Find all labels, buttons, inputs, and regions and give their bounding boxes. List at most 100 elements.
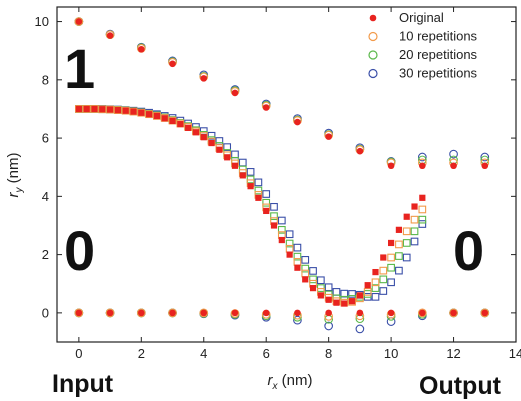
y-tick-label: 4 [42, 189, 49, 204]
point-curve [341, 300, 348, 307]
point-bottom [105, 308, 115, 318]
point-curve [122, 107, 129, 114]
point-bottom [480, 308, 490, 318]
point-curve [137, 108, 146, 117]
point-curve [395, 252, 403, 260]
point-curve [177, 121, 184, 128]
annotation-input: Input [52, 370, 114, 398]
point-bottom [450, 309, 457, 317]
y-tick-label: 10 [35, 14, 49, 29]
point-curve [270, 222, 278, 229]
point-bottom [169, 309, 176, 317]
point-top [106, 32, 114, 39]
point-curve [371, 278, 380, 287]
point-curve [348, 290, 356, 298]
point-curve [387, 263, 395, 272]
point-curve [301, 256, 310, 264]
point-bottom [199, 308, 209, 318]
point-curve [387, 278, 395, 287]
point-curve [379, 287, 388, 295]
point-top [387, 162, 395, 170]
point-curve [402, 227, 411, 236]
point-bottom [419, 309, 426, 317]
point-curve [309, 285, 317, 292]
point-curve [419, 194, 426, 201]
point-curve [83, 105, 90, 113]
x-tick-label: 14 [509, 346, 521, 361]
series-1 [74, 17, 490, 321]
annotation-digit-top-left: 1 [64, 37, 95, 100]
point-curve [263, 207, 270, 215]
point-curve [254, 186, 263, 195]
point-curve [363, 288, 372, 296]
point-curve [302, 276, 309, 283]
point-curve [309, 267, 317, 275]
point-bottom [387, 309, 395, 317]
legend-marker [368, 50, 378, 60]
chart-axes [56, 6, 517, 343]
point-bottom [294, 309, 301, 317]
point-curve [254, 178, 263, 187]
legend-label: 30 repetitions [399, 66, 478, 81]
point-curve [301, 269, 310, 278]
point-curve [145, 110, 153, 119]
point-curve [285, 230, 294, 239]
point-curve [285, 239, 294, 248]
point-curve [161, 115, 168, 122]
y-axis-label-sub: y [14, 187, 25, 194]
point-curve [82, 105, 91, 113]
point-curve [153, 112, 161, 120]
point-curve [224, 154, 231, 161]
legend-marker [369, 14, 377, 22]
point-curve [371, 292, 380, 301]
point-curve [293, 243, 302, 252]
point-curve [380, 254, 387, 261]
point-bottom [136, 308, 146, 318]
point-bottom [293, 315, 302, 325]
point-bottom [168, 308, 177, 318]
point-top [450, 162, 457, 170]
point-top [138, 45, 145, 53]
point-curve [223, 143, 232, 151]
point-curve [325, 296, 332, 303]
y-tick-label: 8 [42, 72, 49, 87]
point-curve [411, 203, 418, 210]
point-curve [98, 105, 107, 114]
point-curve [277, 216, 286, 225]
point-curve [129, 107, 138, 116]
x-axis-label-main: r [268, 372, 274, 389]
point-top [449, 149, 458, 159]
point-top [200, 75, 208, 82]
point-top [75, 18, 83, 25]
x-tick-label: 8 [325, 346, 332, 361]
point-curve [247, 183, 254, 190]
point-curve [293, 252, 302, 261]
point-curve [262, 190, 271, 198]
point-curve [294, 264, 301, 271]
point-curve [324, 283, 333, 292]
y-axis-label: ry (nm) [5, 153, 25, 198]
point-bottom [324, 321, 334, 331]
point-curve [270, 212, 278, 221]
point-bottom [75, 309, 83, 317]
point-curve [371, 284, 380, 292]
point-curve [278, 236, 285, 244]
point-curve [75, 105, 82, 113]
point-curve [333, 299, 340, 306]
y-tick-label: 0 [42, 305, 49, 320]
point-top [417, 152, 427, 162]
point-curve [379, 275, 388, 284]
point-curve [270, 202, 278, 211]
point-curve [332, 288, 341, 296]
point-curve [418, 205, 427, 214]
point-top [481, 162, 489, 170]
point-curve [410, 227, 419, 236]
plot-frame [56, 6, 517, 343]
point-bottom [356, 309, 364, 317]
point-curve [200, 134, 207, 141]
legend-marker [368, 68, 378, 79]
legend-label: 10 repetitions [399, 29, 478, 44]
point-curve [316, 276, 325, 285]
annotation-output: Output [419, 372, 502, 400]
